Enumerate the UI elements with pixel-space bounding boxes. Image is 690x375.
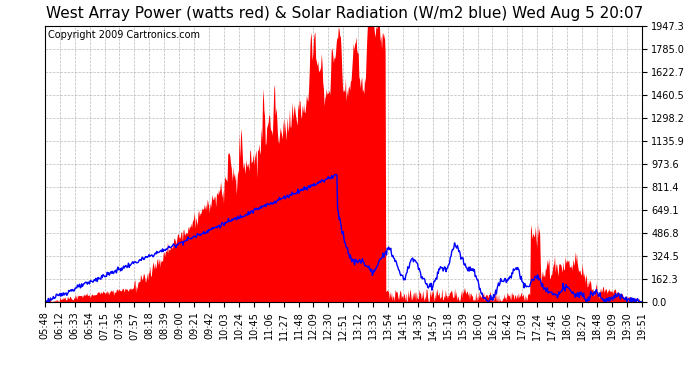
Text: Copyright 2009 Cartronics.com: Copyright 2009 Cartronics.com [48,30,200,40]
Text: West Array Power (watts red) & Solar Radiation (W/m2 blue) Wed Aug 5 20:07: West Array Power (watts red) & Solar Rad… [46,6,644,21]
